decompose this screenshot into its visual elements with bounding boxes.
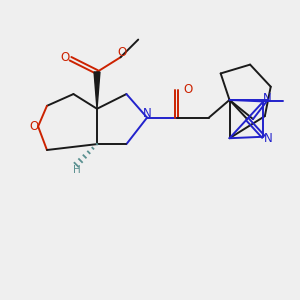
- Text: O: O: [117, 46, 127, 59]
- Text: N: N: [143, 107, 152, 120]
- Text: O: O: [183, 83, 192, 96]
- Text: H: H: [73, 165, 80, 175]
- Text: O: O: [61, 51, 70, 64]
- Text: N: N: [264, 132, 273, 145]
- Text: O: O: [29, 120, 38, 133]
- Polygon shape: [94, 72, 100, 109]
- Text: N: N: [262, 92, 271, 105]
